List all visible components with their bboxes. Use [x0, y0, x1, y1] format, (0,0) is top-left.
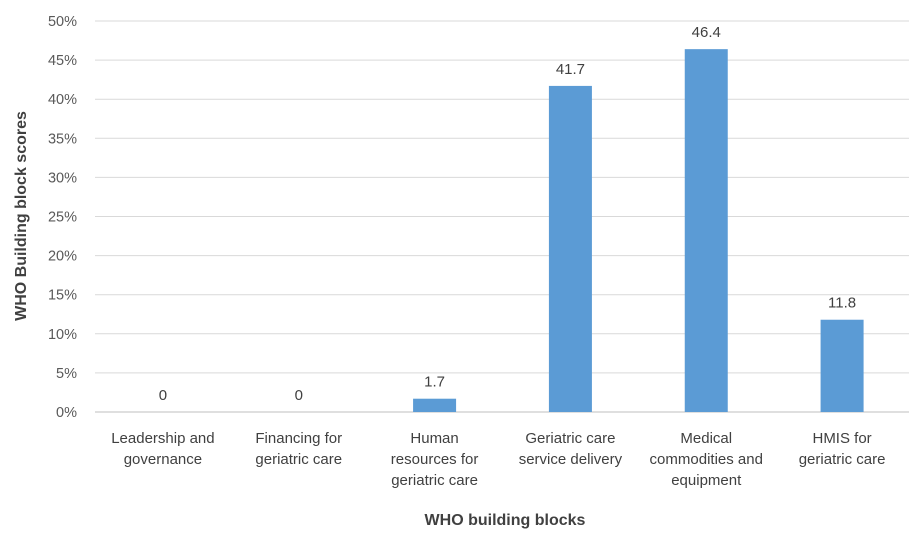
bar	[548, 85, 592, 412]
y-tick-label: 10%	[48, 327, 77, 343]
x-tick-label: service delivery	[519, 451, 623, 468]
data-label: 0	[295, 387, 303, 404]
y-axis-title: WHO Building block scores	[13, 111, 30, 321]
data-labels: 0 0 1.7 41.7 46.4 11.8	[159, 24, 856, 404]
data-label: 46.4	[692, 24, 721, 41]
y-tick-label: 40%	[48, 92, 77, 108]
y-tick-label: 5%	[56, 366, 77, 382]
y-tick-label: 35%	[48, 131, 77, 147]
x-tick-label: resources for	[391, 451, 479, 468]
x-axis-title: WHO building blocks	[425, 512, 586, 529]
x-tick-label: Medical	[680, 430, 732, 447]
y-tick-label: 50%	[48, 14, 77, 30]
x-tick-label: Financing for	[255, 430, 342, 447]
x-tick-label: Geriatric care	[525, 430, 615, 447]
x-tick-label: geriatric care	[391, 472, 478, 489]
x-tick-label: Human	[410, 430, 458, 447]
x-tick-label: HMIS for	[812, 430, 871, 447]
x-tick-label: governance	[124, 451, 202, 468]
y-tick-label: 30%	[48, 170, 77, 186]
x-tick-label: geriatric care	[255, 451, 342, 468]
data-label: 11.8	[828, 295, 856, 312]
y-tick-label: 0%	[56, 405, 77, 421]
x-tick-label: commodities and	[650, 451, 763, 468]
x-tick-label: equipment	[671, 472, 742, 489]
x-axis-categories: Leadership and governance Financing for ger…	[111, 430, 885, 489]
y-tick-label: 15%	[48, 288, 77, 304]
y-tick-label: 25%	[48, 210, 77, 226]
bar	[820, 319, 864, 412]
x-tick-label: geriatric care	[799, 451, 886, 468]
data-label: 0	[159, 387, 167, 404]
y-tick-label: 45%	[48, 53, 77, 69]
bars	[413, 49, 864, 412]
data-label: 41.7	[556, 61, 585, 78]
bar	[684, 49, 728, 412]
y-axis-ticks: 0% 5% 10% 15% 20% 25% 30% 35% 40% 45% 50%	[48, 14, 77, 421]
data-label: 1.7	[424, 374, 445, 391]
y-tick-label: 20%	[48, 249, 77, 265]
gridlines	[95, 20, 909, 413]
bar	[413, 398, 457, 412]
x-tick-label: Leadership and	[111, 430, 214, 447]
